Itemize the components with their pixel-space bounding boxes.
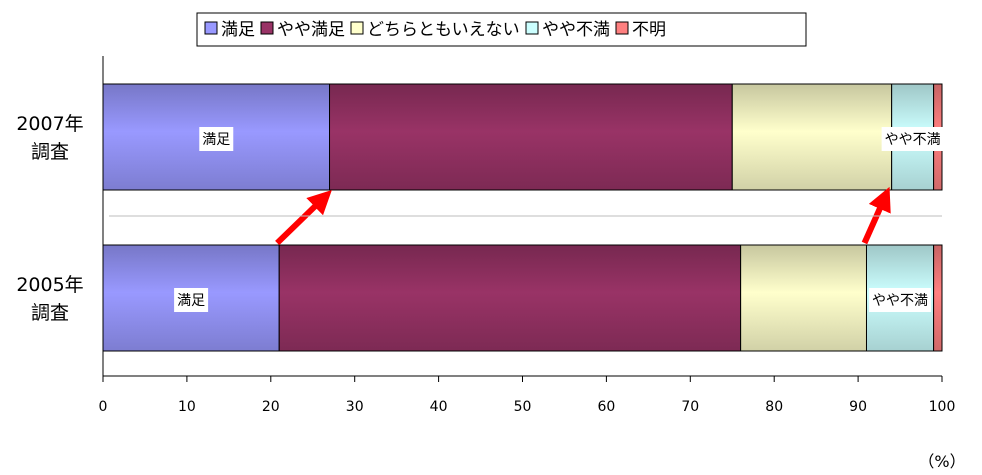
legend-swatch <box>350 21 364 35</box>
legend-label: やや満足 <box>277 20 345 40</box>
x-axis: 0 10 20 30 40 50 60 70 80 90 100 <box>99 56 956 415</box>
annotation-label: 満足 <box>177 293 205 309</box>
bar-segment <box>740 244 867 352</box>
x-tick-label: 0 <box>99 399 108 415</box>
unit-label: （%） <box>918 452 965 471</box>
legend-box <box>196 12 807 47</box>
annotation-box <box>881 127 944 151</box>
x-tick-label: 20 <box>262 399 280 415</box>
annotation-box <box>869 288 932 312</box>
x-tick-label: 10 <box>178 399 196 415</box>
legend: 満足 やや満足 どちらともいえない やや不満 不明 <box>196 12 807 47</box>
x-tick-label: 30 <box>346 399 364 415</box>
category-label: 2007年調査 <box>16 113 83 163</box>
legend-swatch <box>260 21 274 35</box>
bar-segment <box>933 244 943 352</box>
x-tick-label: 70 <box>681 399 699 415</box>
legend-label: やや不満 <box>542 20 610 40</box>
bar-segment <box>731 83 893 191</box>
x-tick-label: 90 <box>849 399 867 415</box>
legend-label: 不明 <box>632 20 666 40</box>
arrow <box>861 186 891 245</box>
annotation-label: 満足 <box>202 132 230 148</box>
arrow <box>275 189 332 246</box>
annotation-label: やや不満 <box>872 293 928 309</box>
category-labels: 2007年調査 2005年調査 <box>16 113 83 324</box>
x-tick-label: 100 <box>929 399 956 415</box>
category-label: 2005年調査 <box>16 274 83 324</box>
arrows <box>275 186 891 246</box>
legend-swatch <box>204 21 218 35</box>
legend-swatch <box>525 21 539 35</box>
bar-segment <box>278 244 742 352</box>
x-tick-label: 80 <box>765 399 783 415</box>
annotation-label: やや不満 <box>885 132 941 148</box>
x-tick-label: 60 <box>597 399 615 415</box>
x-tick-label: 50 <box>514 399 532 415</box>
bar-segment <box>329 83 733 191</box>
x-tick-label: 40 <box>430 399 448 415</box>
annotation-box <box>174 288 209 312</box>
annotation-box <box>199 127 234 151</box>
bars <box>102 83 943 352</box>
legend-label: どちらともいえない <box>367 20 520 40</box>
legend-swatch <box>615 21 629 35</box>
legend-label: 満足 <box>221 20 255 40</box>
